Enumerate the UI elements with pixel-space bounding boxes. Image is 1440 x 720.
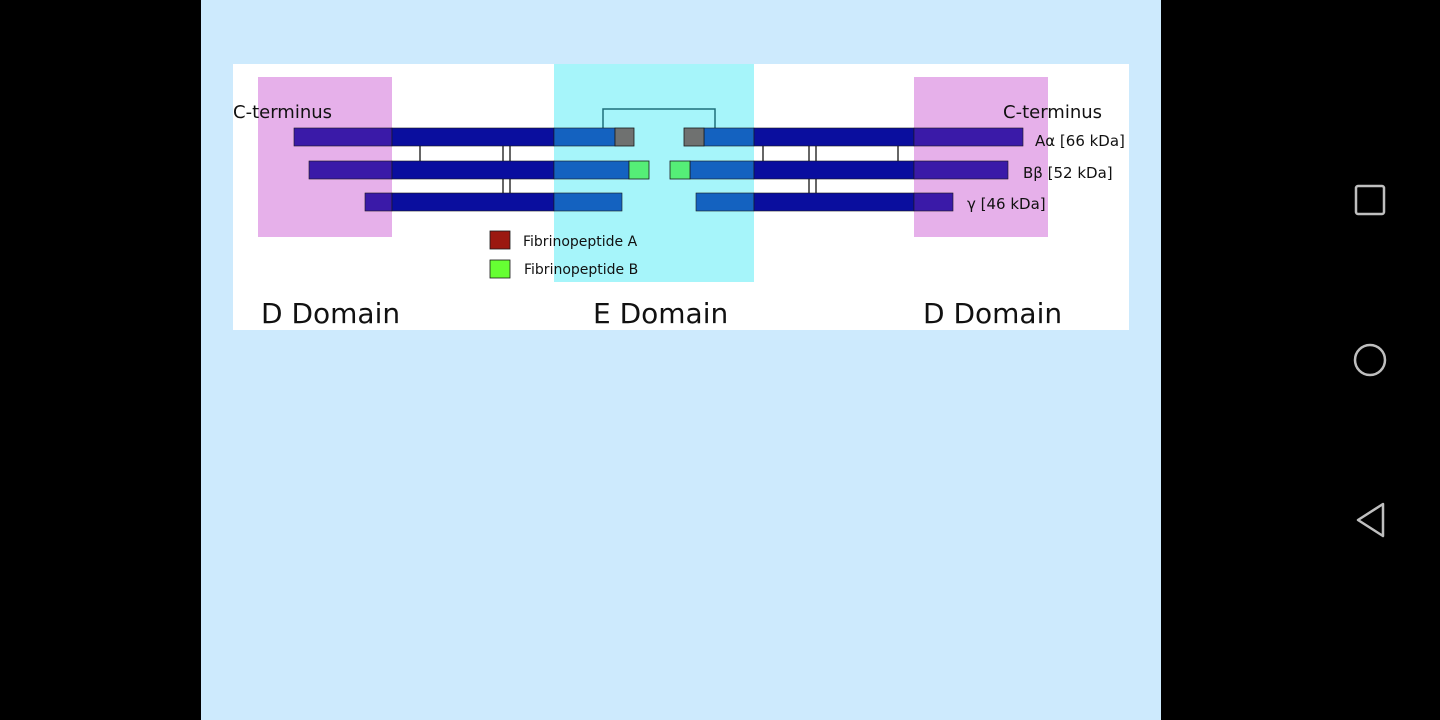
legend-swatch-fibrinopeptide-b [489,259,511,279]
chain-gamma-right [695,192,954,212]
d-domain-region-right [914,77,1048,237]
home-button[interactable] [1340,330,1400,390]
chain-gamma-left [364,192,623,212]
fibrinopeptide-a-left [614,127,635,147]
triangle-back-icon [1356,502,1385,538]
recents-button[interactable] [1340,170,1400,230]
chain-b-beta-left [308,160,630,180]
domain-label-d-right: D Domain [923,297,1062,330]
central-disulfide-bracket [602,108,716,128]
c-terminus-label-left: C-terminus [233,102,332,123]
chain-gamma-label: γ [46 kDa] [967,195,1046,213]
domain-label-d-left: D Domain [261,297,400,330]
chain-a-alpha-right [703,127,1024,147]
fibrinopeptide-a-right [683,127,705,147]
navigation-bar [1161,0,1440,720]
chain-a-alpha-label: Aα [66 kDa] [1035,132,1125,150]
domain-label-e: E Domain [593,297,728,330]
square-icon [1354,184,1386,216]
back-button[interactable] [1340,490,1400,550]
image-viewer[interactable]: C-terminus C-terminus Aα [66 kDa] Bβ [52… [201,0,1161,720]
d-domain-region-left [258,77,392,237]
fibrinopeptide-b-right [669,160,691,180]
circle-icon [1353,343,1387,377]
c-terminus-label-right: C-terminus [1003,102,1102,123]
legend-label-fibrinopeptide-b: Fibrinopeptide B [524,262,638,278]
fibrinogen-diagram: C-terminus C-terminus Aα [66 kDa] Bβ [52… [233,64,1129,330]
legend-label-fibrinopeptide-a: Fibrinopeptide A [523,234,638,250]
fibrinogen-diagram-svg: C-terminus C-terminus Aα [66 kDa] Bβ [52… [233,64,1125,330]
chain-a-alpha-left [293,127,616,147]
chain-b-beta-label: Bβ [52 kDa] [1023,164,1113,182]
fibrinopeptide-b-left [628,160,650,180]
chain-b-beta-right [689,160,1009,180]
legend-swatch-fibrinopeptide-a [489,230,511,250]
